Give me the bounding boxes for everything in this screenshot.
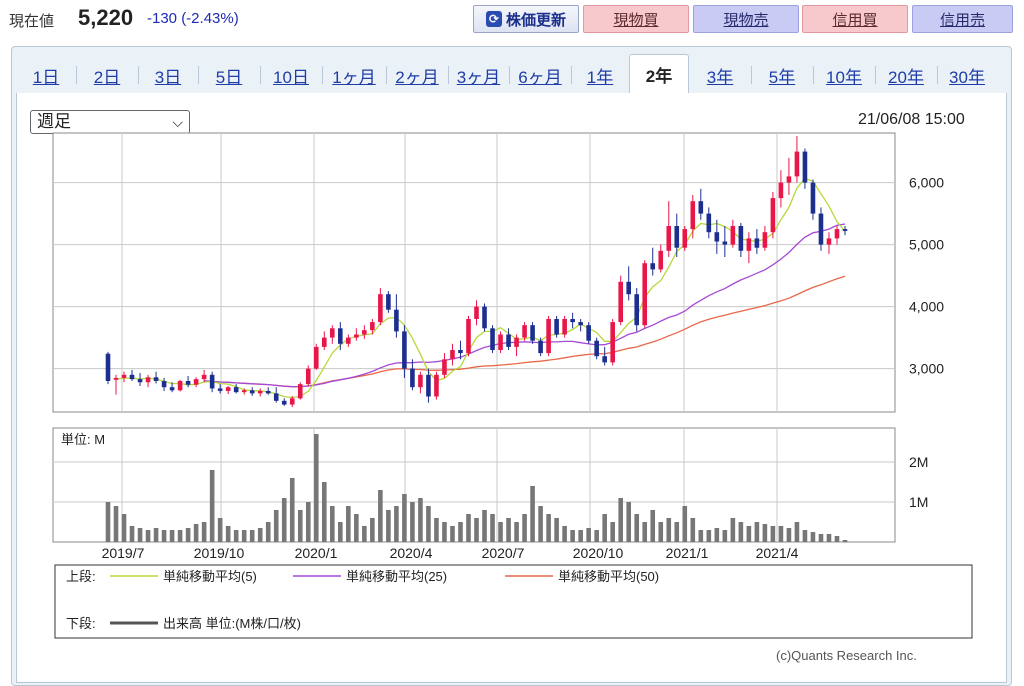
chart-timestamp: 21/06/08 15:00 <box>858 111 965 128</box>
tab-separator <box>751 66 752 84</box>
tab-separator <box>509 66 510 84</box>
margin-sell-button[interactable]: 信用売 <box>912 5 1013 33</box>
chart-area <box>16 93 1007 683</box>
cash-buy-button[interactable]: 現物買 <box>583 5 689 33</box>
copyright: (c)Quants Research Inc. <box>776 648 917 663</box>
tab-separator <box>448 66 449 84</box>
chevron-down-icon: ⌵ <box>172 114 183 130</box>
tab-6[interactable]: 2ヶ月 <box>395 67 439 87</box>
tab-separator <box>138 66 139 84</box>
tab-separator <box>198 66 199 84</box>
tab-separator <box>813 66 814 84</box>
tab-separator <box>322 66 323 84</box>
price-change: -130 (-2.43%) <box>147 10 239 27</box>
current-price-label: 現在値 <box>9 13 55 30</box>
refresh-price-button[interactable]: ⟳ 株価更新 <box>473 5 579 33</box>
tab-7[interactable]: 3ヶ月 <box>456 67 501 87</box>
tab-4[interactable]: 10日 <box>273 67 309 87</box>
tab-separator <box>875 66 876 84</box>
period-tabs: 1日 2日 3日 5日 10日 1ヶ月 2ヶ月 3ヶ月 6ヶ月 1年 2年 3年 5年 10年 20年 30年 <box>16 52 1008 94</box>
current-price-value: 5,220 <box>78 5 134 30</box>
tab-8[interactable]: 6ヶ月 <box>518 67 562 87</box>
tab-3[interactable]: 5日 <box>215 67 243 87</box>
tab-separator <box>937 66 938 84</box>
refresh-icon: ⟳ <box>485 11 502 27</box>
margin-buy-button[interactable]: 信用買 <box>802 5 908 33</box>
tab-5[interactable]: 1ヶ月 <box>332 67 376 87</box>
period-select-value: 週足 <box>37 112 71 131</box>
tab-9[interactable]: 1年 <box>586 67 614 87</box>
refresh-price-label: 株価更新 <box>505 11 566 29</box>
tab-separator <box>260 66 261 84</box>
tab-15[interactable]: 30年 <box>949 67 985 87</box>
period-select[interactable]: 週足 ⌵ <box>30 110 190 134</box>
quote-header: 現在値 5,220 -130 (-2.43%) ⟳ 株価更新 現物買 現物売 信… <box>0 0 1024 40</box>
tab-10[interactable]: 2年 <box>629 54 689 94</box>
tab-12[interactable]: 5年 <box>768 67 796 87</box>
tab-2[interactable]: 3日 <box>154 67 182 87</box>
tab-14[interactable]: 20年 <box>888 67 924 87</box>
tab-13[interactable]: 10年 <box>826 67 862 87</box>
tab-11[interactable]: 3年 <box>706 67 734 87</box>
tab-separator <box>571 66 572 84</box>
tab-separator <box>76 66 77 84</box>
tab-separator <box>386 66 387 84</box>
tab-0[interactable]: 1日 <box>32 67 60 87</box>
tab-1[interactable]: 2日 <box>93 67 121 87</box>
cash-sell-button[interactable]: 現物売 <box>693 5 799 33</box>
